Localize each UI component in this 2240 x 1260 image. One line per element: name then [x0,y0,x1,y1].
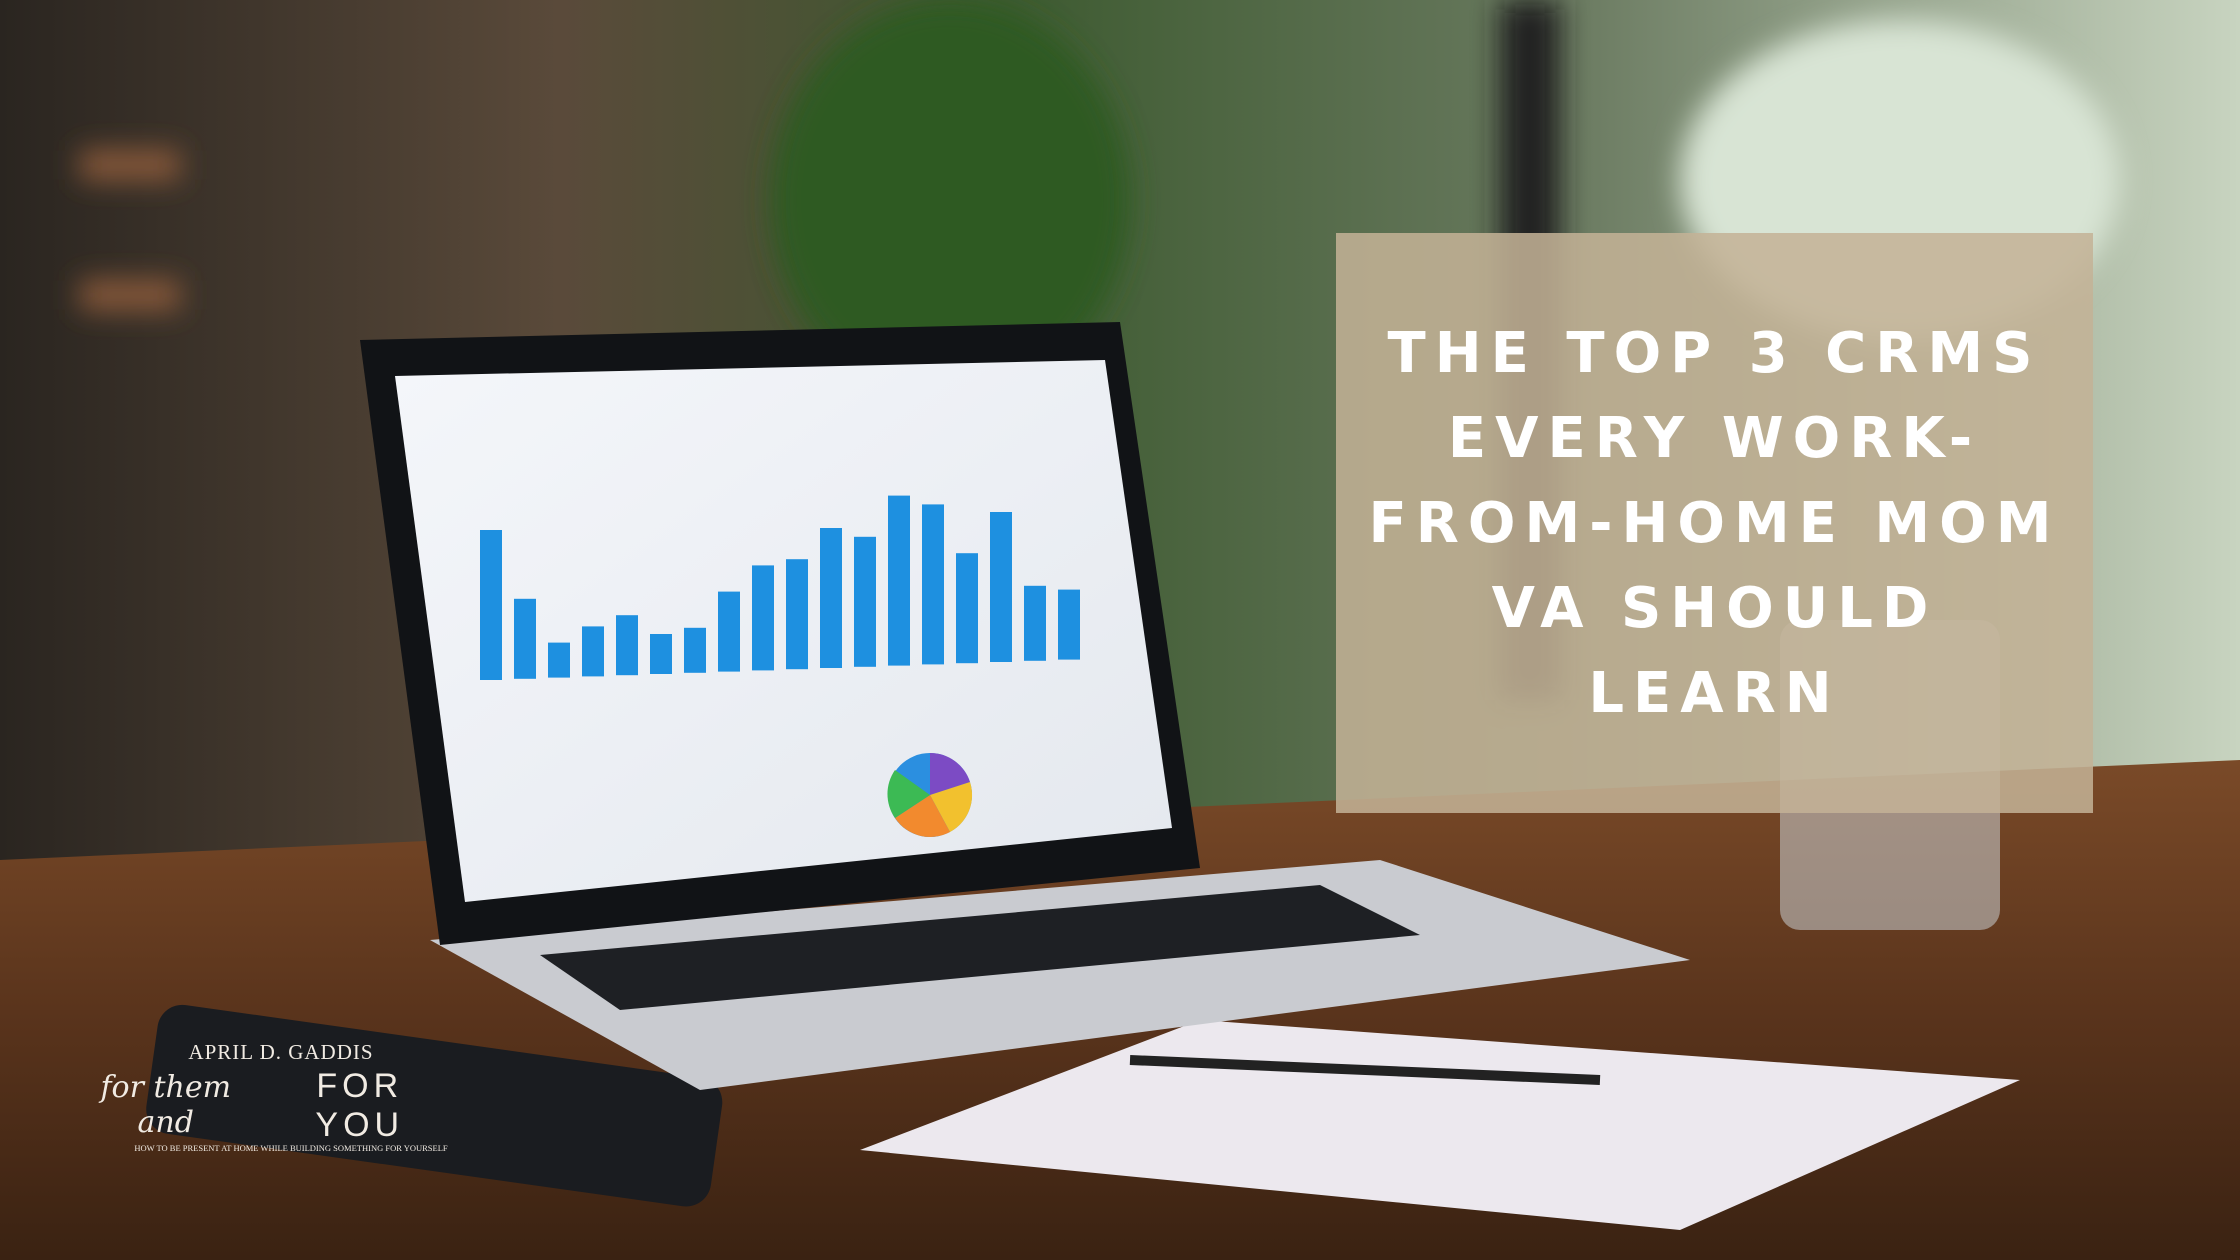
screen-bar [548,642,570,678]
screen-bar [616,615,638,676]
pen [1129,1055,1601,1085]
notebook [860,1020,2020,1230]
headline: THE TOP 3 CRMS EVERY WORK-FROM-HOME MOM … [1368,320,2061,726]
screen-bar [752,565,774,671]
screen-bar [888,495,910,666]
screen-bar [684,627,706,673]
screen-bar [1058,589,1080,660]
screen-bar [922,504,944,665]
screen-bar [854,536,876,667]
screen-bar [786,559,808,670]
screen-bar [1024,585,1046,661]
screen-bar [820,528,842,668]
screen-pie-chart [887,752,973,837]
title-overlay: THE TOP 3 CRMS EVERY WORK-FROM-HOME MOM … [1336,233,2093,813]
screen-bar [582,626,604,677]
screen-bar [650,634,672,674]
screen-bar [514,598,536,679]
laptop-screen [395,360,1172,902]
screen-bar [480,530,502,680]
laptop-keyboard [540,885,1420,1010]
screen-bar-chart [480,495,1080,680]
brand-logo: APRIL D. GADDIS for them and FOR YOU HOW… [71,1040,451,1153]
logo-script-text: for them and [100,1070,232,1140]
screen-bar [718,591,740,672]
screen-bar [956,553,978,664]
phone [146,1004,723,1207]
logo-author: APRIL D. GADDIS [188,1040,374,1064]
logo-tagline: HOW TO BE PRESENT AT HOME WHILE BUILDING… [134,1143,448,1153]
logo-caps-text: FOR YOU [315,1067,405,1144]
screen-bar [990,512,1012,662]
